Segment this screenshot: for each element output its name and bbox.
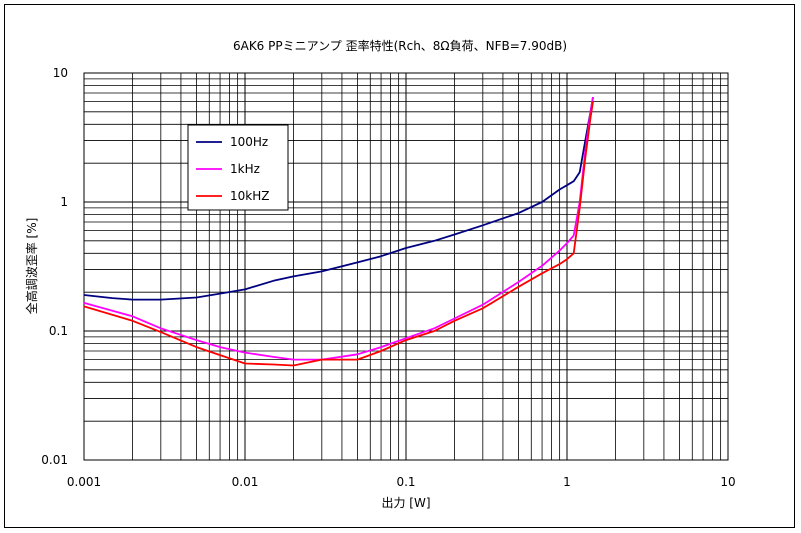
y-tick-labels: 10 1 0.1 0.01 (41, 66, 68, 467)
series-layer (83, 96, 594, 367)
y-tick-label: 0.01 (41, 453, 68, 467)
x-tick-labels: 0.001 0.01 0.1 1 10 (67, 475, 736, 489)
x-axis-label: 出力 [W] (381, 496, 430, 510)
series-line-10kHZ (83, 101, 594, 367)
y-tick-label: 0.1 (49, 324, 68, 338)
x-tick-label: 0.1 (396, 475, 415, 489)
legend-label: 100Hz (230, 135, 268, 149)
series-line-100Hz (83, 96, 594, 301)
series-line-1kHz (83, 96, 594, 361)
x-tick-label: 1 (563, 475, 571, 489)
chart-title: 6AK6 PPミニアンプ 歪率特性(Rch、8Ω負荷、NFB=7.90dB) (233, 38, 567, 53)
x-tick-label: 0.001 (67, 475, 101, 489)
legend-label: 10kHZ (230, 189, 269, 203)
y-tick-label: 10 (53, 66, 68, 80)
chart-frame (4, 4, 795, 528)
plot-border (83, 72, 729, 461)
legend: 100Hz 1kHz 10kHZ (187, 124, 289, 211)
y-tick-label: 1 (60, 195, 68, 209)
legend-label: 1kHz (230, 162, 260, 176)
x-tick-label: 10 (720, 475, 735, 489)
x-tick-label: 0.01 (232, 475, 259, 489)
y-axis-label: 全高調波歪率 [%] (24, 218, 39, 315)
